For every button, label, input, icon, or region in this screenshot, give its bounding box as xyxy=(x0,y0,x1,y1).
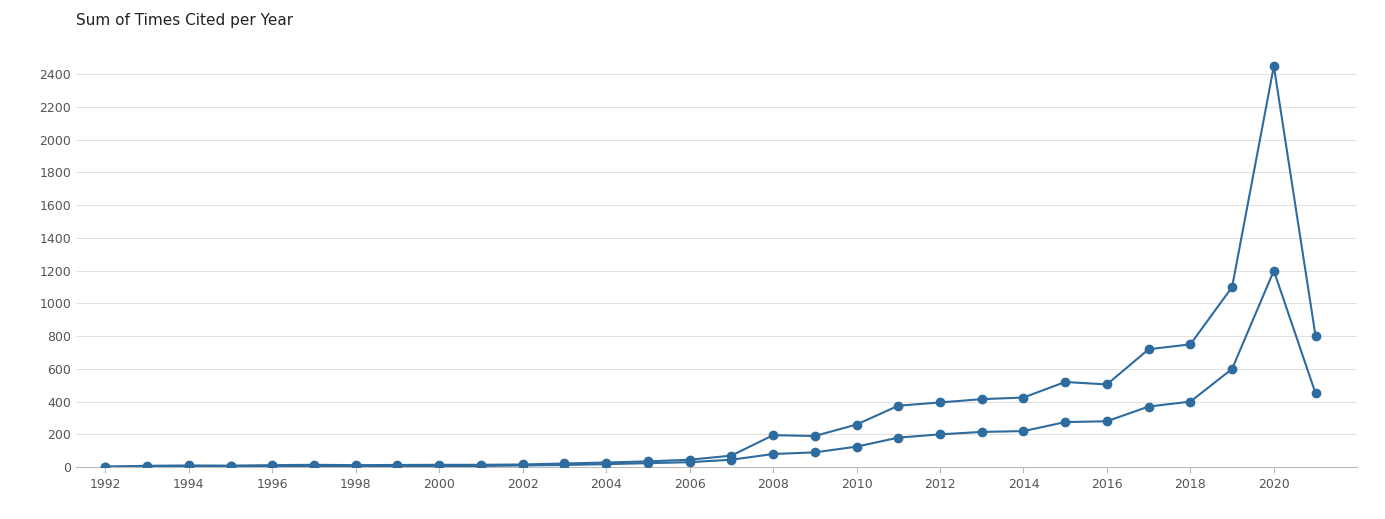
Text: Sum of Times Cited per Year: Sum of Times Cited per Year xyxy=(76,13,294,28)
